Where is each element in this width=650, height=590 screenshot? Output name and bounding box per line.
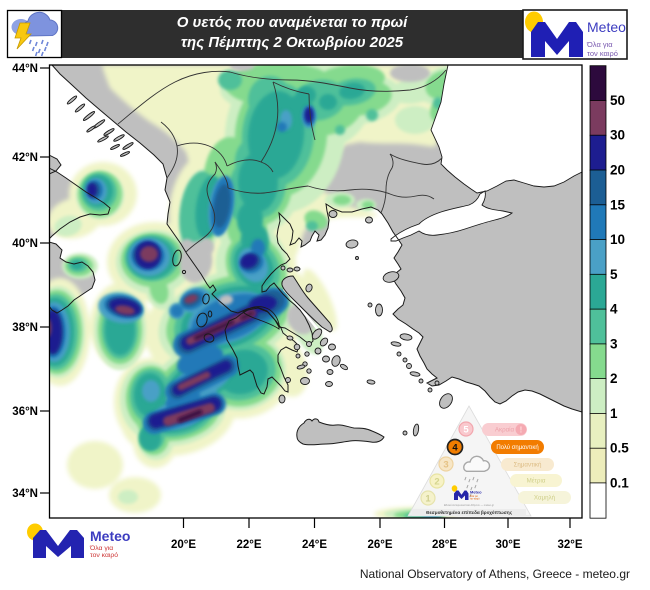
svg-text:20°E: 20°E — [171, 539, 196, 551]
svg-text:5: 5 — [610, 267, 618, 282]
svg-text:2: 2 — [610, 371, 618, 386]
svg-text:0.1: 0.1 — [610, 475, 629, 490]
svg-text:4: 4 — [452, 442, 458, 453]
svg-text:30: 30 — [610, 128, 625, 143]
svg-text:24°E: 24°E — [302, 539, 327, 551]
svg-text:Θεσμοθετημένα επίπεδα βροχόπτω: Θεσμοθετημένα επίπεδα βροχόπτωσης — [426, 510, 513, 516]
svg-text:Meteo: Meteo — [90, 528, 130, 544]
svg-text:30°E: 30°E — [495, 539, 520, 551]
svg-text:5: 5 — [463, 424, 469, 435]
svg-text:!: ! — [520, 426, 523, 435]
svg-text:Όλα για: Όλα για — [586, 40, 613, 49]
svg-text:τον καιρό: τον καιρό — [587, 49, 618, 58]
svg-text:της Πέμπτης 2 Οκτωβρίου 2025: της Πέμπτης 2 Οκτωβρίου 2025 — [181, 34, 404, 51]
svg-text:34°N: 34°N — [12, 488, 38, 500]
svg-text:10: 10 — [610, 232, 625, 247]
svg-text:3: 3 — [610, 336, 618, 351]
svg-text:40°N: 40°N — [12, 238, 38, 250]
svg-text:1: 1 — [610, 406, 618, 421]
svg-text:36°N: 36°N — [12, 406, 38, 418]
svg-text:15: 15 — [610, 197, 626, 212]
svg-text:4: 4 — [610, 302, 618, 317]
svg-text:Όλα για: Όλα για — [89, 545, 113, 552]
svg-text:2: 2 — [434, 476, 439, 487]
svg-text:22°E: 22°E — [236, 539, 261, 551]
svg-text:Πολύ σημαντική: Πολύ σημαντική — [496, 444, 538, 451]
svg-text:Μέτρια: Μέτρια — [527, 478, 546, 485]
svg-text:50: 50 — [610, 93, 625, 108]
svg-text:32°E: 32°E — [557, 539, 582, 551]
svg-text:τον καιρό: τον καιρό — [470, 498, 480, 501]
svg-text:3: 3 — [443, 459, 448, 470]
svg-text:τον καιρό: τον καιρό — [90, 551, 118, 559]
svg-text:Όλα για: Όλα για — [469, 496, 479, 498]
svg-text:Ο υετός που αναμένεται το πρωί: Ο υετός που αναμένεται το πρωί — [177, 14, 409, 31]
svg-text:42°N: 42°N — [12, 152, 38, 164]
svg-text:Meteo: Meteo — [470, 490, 482, 495]
svg-text:44°N: 44°N — [12, 63, 38, 75]
svg-text:20: 20 — [610, 163, 625, 178]
svg-text:38°N: 38°N — [12, 322, 38, 334]
svg-text:Εθνικό Αστεροσκοπείο Αθηνών —: Εθνικό Αστεροσκοπείο Αθηνών — meteo.gr — [444, 503, 494, 507]
svg-text:28°E: 28°E — [432, 539, 457, 551]
svg-text:Χαμηλή: Χαμηλή — [534, 495, 556, 502]
svg-text:Meteo: Meteo — [587, 19, 626, 35]
svg-text:26°E: 26°E — [367, 539, 392, 551]
svg-text:1: 1 — [425, 493, 431, 504]
svg-text:0.5: 0.5 — [610, 441, 629, 456]
svg-text:Σημαντική: Σημαντική — [514, 462, 542, 469]
svg-text:National Observatory of Athens: National Observatory of Athens, Greece -… — [360, 567, 630, 581]
svg-text:Ακραία: Ακραία — [495, 427, 515, 434]
